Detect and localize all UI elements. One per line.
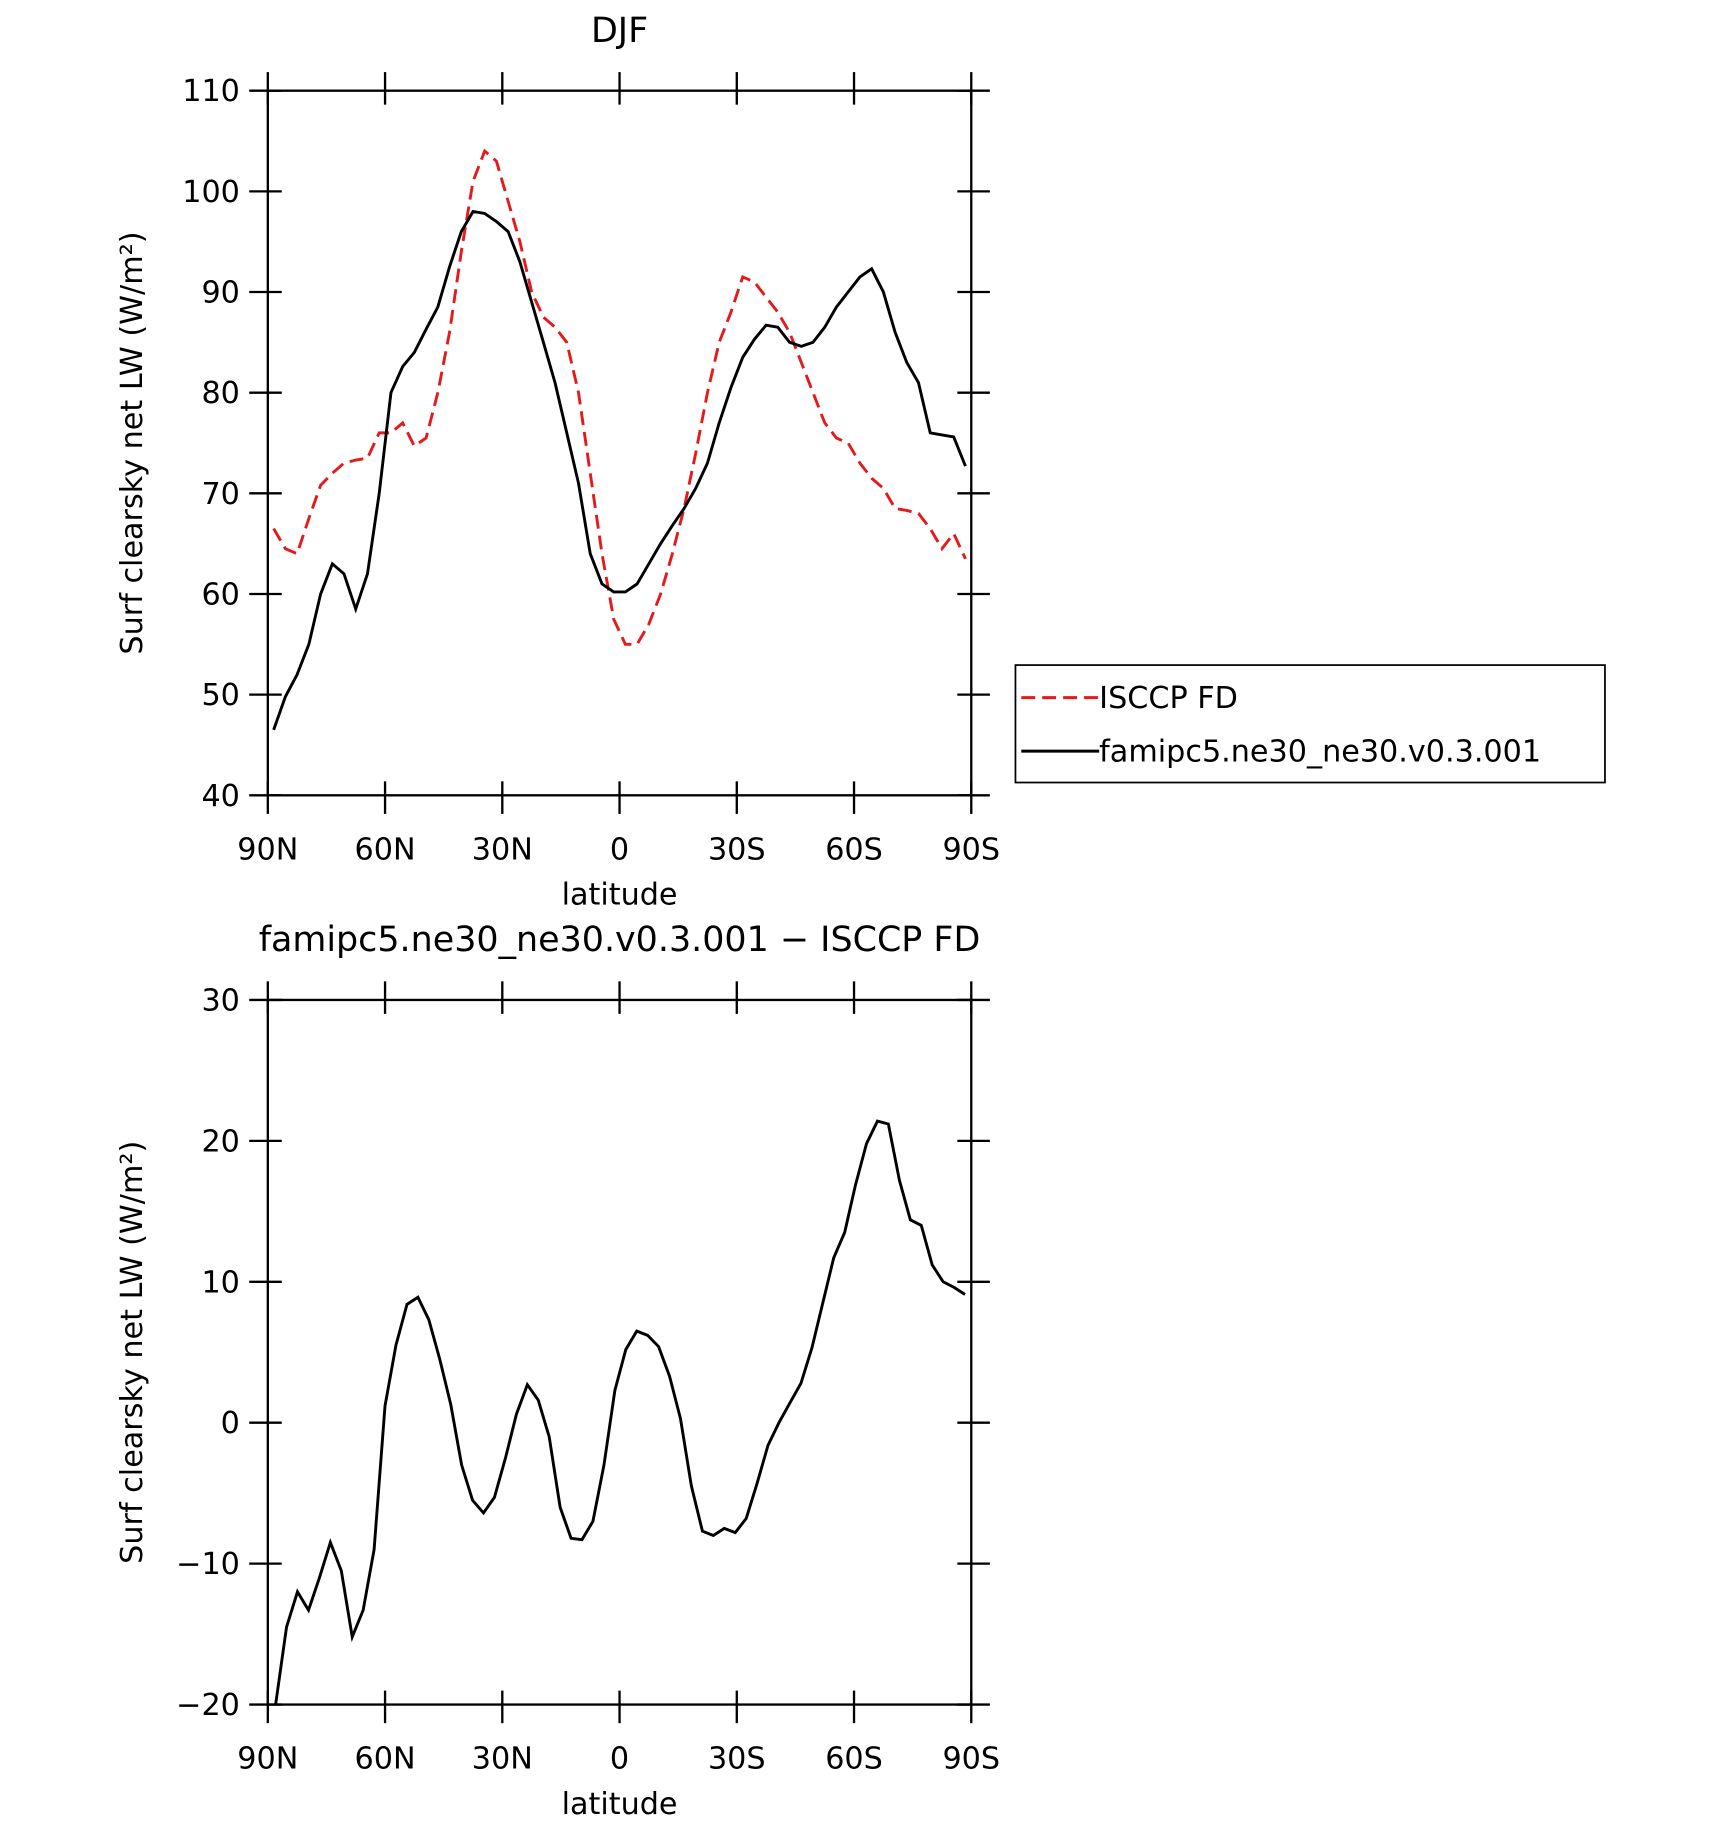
x-tick-label: 90S xyxy=(942,832,1000,867)
y-tick-label: 0 xyxy=(221,1406,240,1441)
y-tick-label: 110 xyxy=(182,74,240,109)
y-tick-label: 20 xyxy=(201,1124,239,1159)
legend-label: famipc5.ne30_ne30.v0.3.001 xyxy=(1099,735,1541,770)
y-tick-label: 100 xyxy=(182,175,240,210)
x-tick-label: 60N xyxy=(355,832,416,867)
x-tick-label: 30N xyxy=(472,1742,533,1777)
legend-box xyxy=(1014,664,1606,784)
x-tick-label: 30S xyxy=(708,832,766,867)
legend-label: ISCCP FD xyxy=(1099,681,1238,716)
x-tick-label: 90N xyxy=(237,1742,298,1777)
y-tick-label: 90 xyxy=(201,275,239,310)
y-tick-label: 50 xyxy=(201,678,239,713)
chart-title: famipc5.ne30_ne30.v0.3.001 − ISCCP FD xyxy=(259,920,981,960)
y-tick-label: 30 xyxy=(201,983,239,1018)
x-tick-label: 60S xyxy=(825,1742,883,1777)
plot-frame xyxy=(266,998,973,1706)
x-tick-label: 30S xyxy=(708,1742,766,1777)
y-tick-label: 40 xyxy=(201,779,239,814)
y-tick-label: 80 xyxy=(201,376,239,411)
data-line xyxy=(274,1119,966,1705)
y-tick-label: 10 xyxy=(201,1265,239,1300)
data-line xyxy=(272,148,967,646)
chart-title: DJF xyxy=(591,11,648,51)
x-tick-label: 30N xyxy=(472,832,533,867)
y-axis-label: Surf clearsky net LW (W/m²) xyxy=(115,231,150,654)
data-line xyxy=(272,209,967,731)
y-axis-label: Surf clearsky net LW (W/m²) xyxy=(115,1141,150,1564)
x-tick-label: 60N xyxy=(355,1742,416,1777)
y-tick-label: −20 xyxy=(176,1688,240,1723)
x-tick-label: 0 xyxy=(610,1742,629,1777)
x-tick-label: 60S xyxy=(825,832,883,867)
x-axis-label: latitude xyxy=(562,878,678,913)
y-tick-label: 70 xyxy=(201,477,239,512)
x-axis-label: latitude xyxy=(562,1787,678,1822)
x-tick-label: 0 xyxy=(610,832,629,867)
y-tick-label: 60 xyxy=(201,577,239,612)
x-tick-label: 90N xyxy=(237,832,298,867)
y-tick-label: −10 xyxy=(176,1547,240,1582)
x-tick-label: 90S xyxy=(942,1742,1000,1777)
